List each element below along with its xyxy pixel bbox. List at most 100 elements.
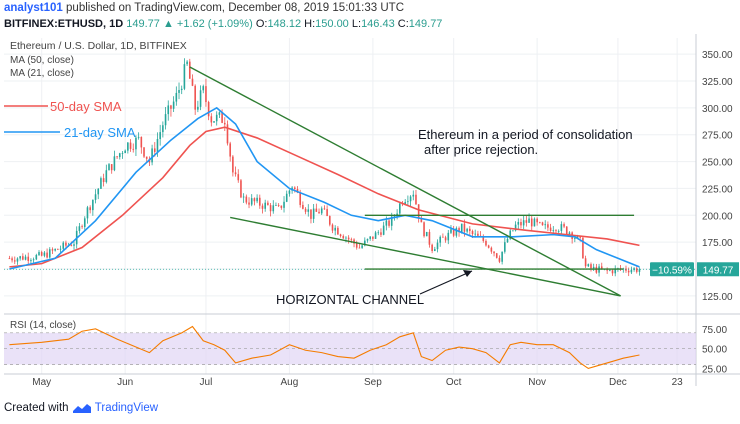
candle-body: [434, 249, 436, 252]
candle-body: [350, 239, 353, 241]
price-tick-label: 175.00: [702, 238, 733, 249]
candle-body: [310, 209, 312, 219]
candle-body: [302, 204, 304, 209]
candle-body: [504, 242, 506, 252]
candle-body: [487, 245, 490, 248]
candle-body: [501, 251, 503, 262]
candle-body: [240, 180, 242, 198]
candle-body: [127, 142, 129, 151]
candle-body: [188, 61, 191, 79]
candle-body: [490, 247, 493, 252]
candle-body: [223, 122, 226, 125]
candle-body: [73, 244, 75, 246]
last-price-value: 149.77: [126, 18, 160, 30]
candle-body: [393, 216, 396, 218]
candle-body: [380, 232, 382, 235]
candle-body: [407, 201, 409, 203]
horizontal-channel-annotation: HORIZONTAL CHANNEL: [276, 292, 424, 307]
candle-body: [172, 101, 175, 109]
candle-body: [59, 248, 62, 250]
candle-body: [374, 232, 377, 239]
candle-body: [197, 106, 199, 110]
candle-body: [151, 148, 153, 163]
candle-body: [218, 112, 221, 115]
candle-body: [86, 207, 89, 219]
candle-body: [159, 132, 161, 140]
candle-body: [627, 270, 630, 273]
candle-body: [552, 230, 555, 232]
consolidation-annotation-line1: Ethereum in a period of consolidation: [418, 127, 633, 142]
candle-body: [417, 204, 420, 219]
candle-body: [630, 269, 633, 273]
candle-body: [512, 230, 514, 232]
candle-body: [293, 187, 296, 190]
high-label: H:: [304, 18, 316, 30]
candle-body: [514, 224, 517, 231]
last-price-tag-label: 149.77: [703, 265, 734, 276]
low-value: 146.43: [361, 18, 395, 30]
low-label: L:: [351, 18, 362, 30]
candle-body: [455, 228, 458, 236]
candle-body: [345, 237, 347, 239]
published-text: published on TradingView.com, December 0…: [66, 2, 404, 14]
candle-body: [54, 248, 56, 251]
ma50-annotation: 50-day SMA: [50, 99, 122, 114]
close-label: C:: [397, 18, 409, 30]
candle-body: [94, 194, 97, 200]
candle-body: [186, 61, 188, 65]
candle-body: [175, 92, 178, 102]
candle-body: [280, 205, 283, 208]
candle-body: [520, 222, 522, 226]
candle-body: [164, 114, 167, 126]
tradingview-link[interactable]: TradingView: [94, 402, 159, 415]
time-tick-label: May: [32, 377, 51, 388]
candle-body: [442, 236, 444, 238]
candle-body: [19, 256, 21, 259]
candle-body: [614, 268, 617, 274]
candle-body: [334, 227, 336, 231]
author-link[interactable]: analyst101: [4, 2, 63, 14]
candle-body: [170, 105, 172, 109]
candle-body: [258, 197, 261, 206]
candle-body: [315, 208, 318, 212]
candle-body: [140, 136, 143, 148]
candle-body: [162, 125, 164, 133]
candle-body: [113, 156, 116, 171]
candle-body: [568, 232, 571, 235]
candle-body: [30, 260, 32, 261]
candle-body: [32, 259, 35, 261]
candle-body: [145, 156, 148, 159]
candle-body: [635, 268, 638, 272]
price-chart[interactable]: 125.00150.00175.00200.00225.00250.00275.…: [0, 34, 740, 400]
price-tick-label: 300.00: [702, 104, 733, 115]
ma50-line: [9, 126, 640, 268]
candle-body: [48, 249, 51, 258]
candle-body: [420, 218, 423, 223]
candle-body: [92, 199, 94, 211]
candle-body: [285, 193, 288, 202]
candle-body: [458, 228, 460, 233]
candle-body: [234, 172, 237, 175]
candle-body: [70, 244, 73, 246]
candle-body: [528, 218, 530, 223]
candle-body: [549, 227, 552, 232]
candle-body: [156, 139, 159, 152]
candle-body: [544, 224, 547, 226]
candle-body: [463, 223, 466, 232]
candle-body: [328, 216, 331, 225]
rsi-line: [9, 325, 640, 370]
candle-body: [323, 208, 326, 210]
candle-body: [425, 231, 428, 237]
ohlc-line: BITFINEX:ETHUSD, 1D 149.77 ▲ +1.62 (+1.0…: [4, 18, 442, 30]
candle-body: [326, 209, 328, 217]
publish-line: analyst101 published on TradingView.com,…: [4, 2, 404, 14]
candles: [8, 58, 641, 277]
candle-body: [16, 258, 19, 262]
candle-body: [477, 233, 479, 236]
candle-body: [261, 205, 264, 209]
candle-body: [565, 226, 568, 235]
candle-body: [137, 136, 140, 138]
candle-body: [415, 194, 417, 205]
candle-body: [24, 256, 27, 260]
candle-body: [369, 236, 372, 239]
